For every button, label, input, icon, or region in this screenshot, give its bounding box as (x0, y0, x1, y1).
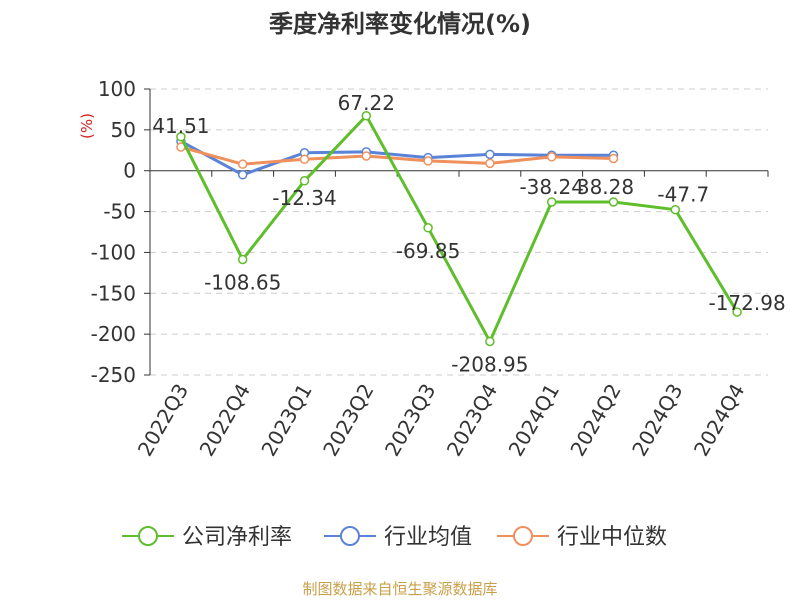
data-label: 38.28 (577, 175, 634, 199)
x-tick-label: 2023Q4 (442, 380, 502, 461)
data-label: -47.7 (657, 183, 709, 207)
data-point (608, 197, 619, 207)
x-tick-label: 2023Q3 (380, 379, 440, 460)
series-line (180, 139, 614, 177)
legend-label: 公司净利率 (182, 525, 292, 550)
x-tick-label: 2023Q1 (256, 380, 316, 461)
data-point (237, 254, 248, 265)
data-point (546, 197, 557, 207)
y-axis-label: (%) (78, 113, 96, 139)
data-point (237, 170, 248, 180)
data-label: -12.34 (272, 186, 336, 210)
data-point (361, 111, 372, 121)
legend-marker (513, 526, 533, 546)
x-tick-label: 2022Q4 (195, 380, 255, 461)
y-tick-label: -250 (91, 363, 136, 387)
x-tick-label: 2022Q3 (133, 380, 193, 461)
legend-item: 行业中位数 (497, 525, 667, 550)
source-note: 制图数据来自恒生聚源数据库 (302, 580, 498, 598)
y-tick-label: 50 (111, 118, 136, 142)
data-label: -172.98 (708, 291, 785, 315)
x-tick-label: 2024Q4 (689, 380, 749, 461)
data-point (176, 132, 186, 142)
data-point (423, 156, 433, 166)
data-point (732, 307, 742, 317)
data-label: 41.51 (152, 114, 209, 138)
series-layer (176, 111, 742, 347)
y-tick-label: 0 (123, 159, 136, 183)
legend-label: 行业中位数 (557, 525, 667, 550)
data-label: -108.65 (204, 270, 281, 294)
x-tick-label: 2023Q2 (318, 380, 378, 461)
data-point (423, 223, 433, 233)
legend-marker (138, 526, 158, 546)
data-point (485, 149, 495, 160)
series-line (180, 145, 614, 166)
legend-marker (340, 526, 360, 546)
y-tick-label: -200 (91, 322, 136, 346)
legend-item: 公司净利率 (122, 525, 292, 550)
data-point (670, 204, 681, 215)
chart-title: 季度净利率变化情况(%) (269, 10, 531, 38)
data-point (546, 152, 557, 162)
x-tick-label: 2024Q2 (565, 380, 625, 461)
series-line (179, 114, 739, 343)
data-point (237, 159, 248, 169)
legend: 公司净利率 行业均值 行业中位数 (122, 525, 667, 550)
data-point (485, 158, 495, 169)
data-label: 67.22 (338, 91, 395, 115)
data-point (485, 336, 495, 347)
data-label: -69.85 (396, 239, 460, 263)
y-tick-label: -150 (91, 281, 136, 305)
data-label: -208.95 (451, 352, 528, 376)
x-tick-label: 2024Q1 (504, 380, 564, 461)
data-label: -38.24 (519, 175, 583, 199)
data-point (361, 151, 372, 161)
y-tick-label: 100 (98, 77, 136, 101)
data-label-layer: 41.51 -108.65 -12.34 67.22 -69.85 -208.95 -38.… (152, 91, 785, 377)
y-tick-label: -100 (91, 240, 136, 264)
data-point (299, 154, 310, 165)
grid-layer (150, 88, 768, 376)
y-tick-label: -50 (103, 200, 136, 224)
data-point (299, 176, 310, 186)
legend-item: 行业均值 (324, 525, 472, 550)
data-point (608, 153, 619, 164)
x-tick-label: 2024Q3 (627, 380, 687, 461)
legend-label: 行业均值 (384, 525, 472, 550)
